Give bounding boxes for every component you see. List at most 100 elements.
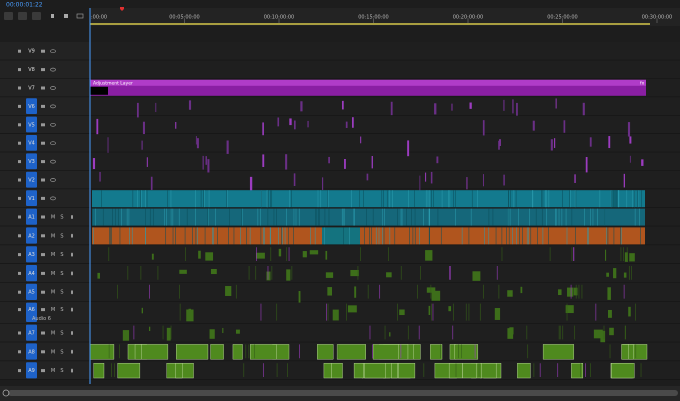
lock-icon[interactable] <box>18 331 21 335</box>
solo-button[interactable]: S <box>60 252 63 258</box>
voiceover-icon[interactable] <box>71 368 73 373</box>
snap-button[interactable] <box>4 12 13 20</box>
audio-clip[interactable] <box>571 363 584 379</box>
audio-clip[interactable] <box>354 286 357 298</box>
clip[interactable] <box>425 172 427 182</box>
mute-button[interactable]: M <box>51 290 55 296</box>
marker-icon[interactable] <box>51 14 54 18</box>
mute-button[interactable]: M <box>51 307 55 313</box>
audio-clip[interactable] <box>250 344 277 360</box>
audio-clip[interactable] <box>472 271 481 281</box>
audio-clip[interactable] <box>353 363 364 379</box>
eye-icon[interactable] <box>50 141 56 146</box>
clip[interactable] <box>498 140 500 150</box>
audio-clip[interactable] <box>494 308 501 320</box>
audio-clip[interactable] <box>517 363 531 379</box>
clip[interactable] <box>141 140 143 150</box>
eye-icon[interactable] <box>50 178 56 182</box>
clip[interactable] <box>516 102 518 116</box>
audio-clip[interactable] <box>148 326 151 331</box>
audio-clip[interactable] <box>372 344 399 360</box>
clip[interactable] <box>563 120 566 133</box>
clip[interactable] <box>196 138 199 149</box>
track-target[interactable] <box>26 190 37 206</box>
audio-clip[interactable] <box>140 344 169 360</box>
clip[interactable] <box>92 208 645 226</box>
clip[interactable] <box>92 227 322 245</box>
solo-button[interactable]: S <box>60 349 63 355</box>
clip[interactable] <box>366 173 369 181</box>
lock-icon[interactable] <box>18 86 21 90</box>
audio-clip[interactable] <box>430 344 443 360</box>
audio-clip[interactable] <box>605 249 607 261</box>
sync-lock-icon[interactable] <box>41 160 45 164</box>
track-target[interactable] <box>26 265 37 282</box>
clip[interactable] <box>629 155 631 163</box>
audio-clip[interactable] <box>175 363 183 379</box>
clip[interactable] <box>195 136 197 145</box>
clip[interactable] <box>589 137 592 147</box>
track-target[interactable] <box>26 343 37 360</box>
clip[interactable] <box>345 121 348 128</box>
audio-clip[interactable] <box>425 250 433 261</box>
clip[interactable] <box>641 159 644 166</box>
sync-lock-icon[interactable] <box>41 49 45 53</box>
clip[interactable] <box>550 139 553 151</box>
audio-clip[interactable] <box>179 269 187 274</box>
clip[interactable] <box>107 137 109 153</box>
sync-lock-icon[interactable] <box>41 290 45 294</box>
audio-clip[interactable] <box>134 344 142 360</box>
sync-lock-icon[interactable] <box>41 86 45 90</box>
clip[interactable] <box>627 122 631 137</box>
clip[interactable] <box>482 120 485 136</box>
clip[interactable] <box>582 102 585 116</box>
sync-lock-icon[interactable] <box>41 350 45 354</box>
lock-icon[interactable] <box>18 68 21 72</box>
clip[interactable] <box>226 140 229 154</box>
lock-icon[interactable] <box>18 123 21 127</box>
audio-clip[interactable] <box>225 286 232 296</box>
solo-button[interactable]: S <box>60 233 63 239</box>
clip[interactable] <box>155 102 157 113</box>
clip[interactable] <box>341 100 344 110</box>
lock-icon[interactable] <box>18 290 21 294</box>
audio-clip[interactable] <box>399 309 405 316</box>
clip[interactable] <box>289 118 292 126</box>
audio-clip[interactable] <box>386 272 392 278</box>
sync-lock-icon[interactable] <box>41 271 45 275</box>
audio-clip[interactable] <box>286 269 291 281</box>
audio-clip[interactable] <box>507 328 514 339</box>
settings-icon[interactable] <box>64 14 68 18</box>
audio-clip[interactable] <box>141 307 143 314</box>
captions-icon[interactable] <box>76 13 84 19</box>
clip[interactable] <box>469 102 472 109</box>
audio-clip[interactable] <box>398 363 416 379</box>
eye-icon[interactable] <box>50 159 56 164</box>
clip[interactable] <box>285 154 288 170</box>
lock-icon[interactable] <box>18 160 21 164</box>
sync-lock-icon[interactable] <box>41 308 45 312</box>
audio-clip[interactable] <box>389 332 391 337</box>
mute-button[interactable]: M <box>51 233 55 239</box>
audio-clip[interactable] <box>448 306 452 312</box>
lock-icon[interactable] <box>18 104 21 108</box>
audio-clip[interactable] <box>413 344 421 360</box>
voiceover-icon[interactable] <box>71 349 73 354</box>
voiceover-icon[interactable] <box>71 331 73 335</box>
audio-clip[interactable] <box>309 250 319 255</box>
clip[interactable] <box>360 227 645 245</box>
audio-clip[interactable] <box>166 327 171 341</box>
lock-icon[interactable] <box>18 308 21 312</box>
lock-icon[interactable] <box>18 215 21 219</box>
sync-lock-icon[interactable] <box>41 196 45 200</box>
clip[interactable] <box>307 120 309 128</box>
audio-clip[interactable] <box>611 363 635 379</box>
lock-icon[interactable] <box>18 350 21 354</box>
audio-clip[interactable] <box>347 305 357 313</box>
audio-clip[interactable] <box>520 286 523 294</box>
clip[interactable] <box>150 176 153 190</box>
lock-icon[interactable] <box>18 234 21 238</box>
clip[interactable] <box>300 101 303 112</box>
mute-button[interactable]: M <box>51 331 55 337</box>
audio-clip[interactable] <box>188 308 191 321</box>
